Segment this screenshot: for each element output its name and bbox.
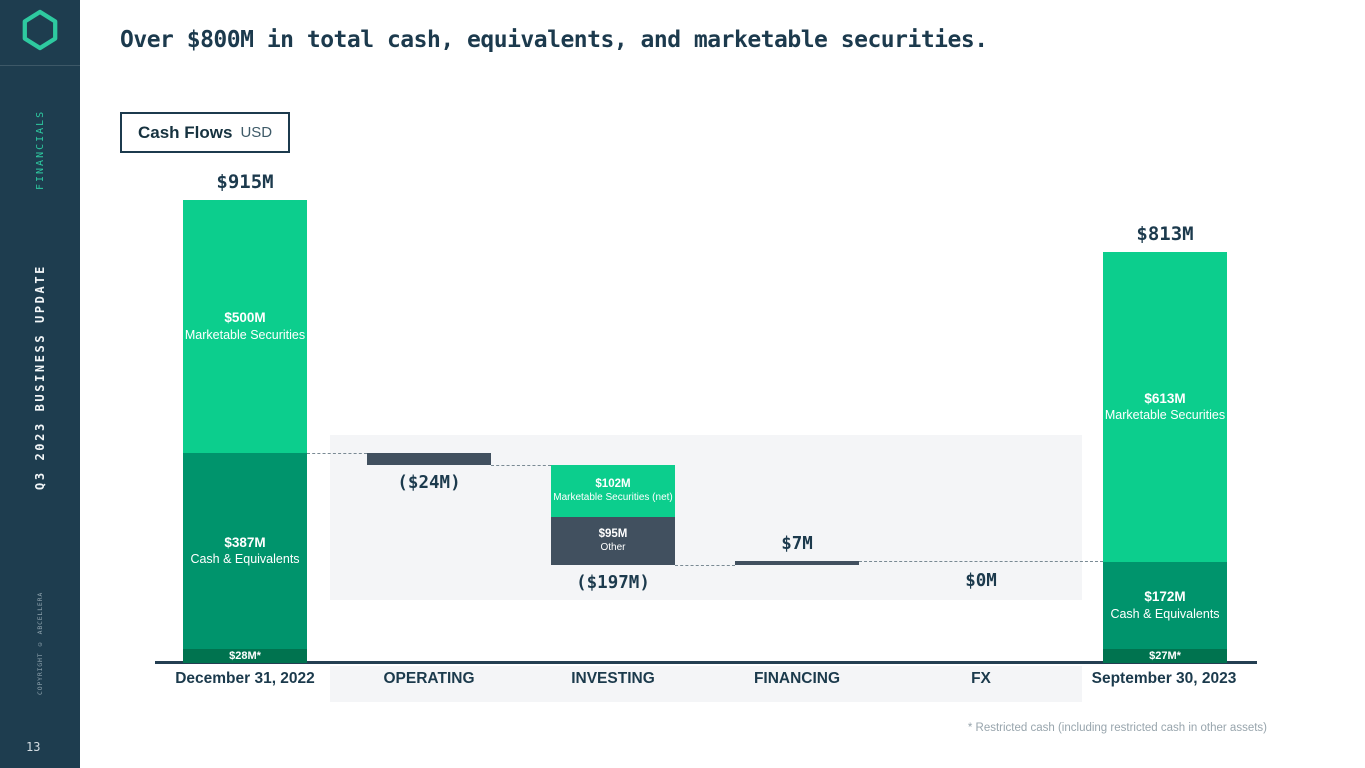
flow-bar-segment: $95M Other [551,517,675,565]
flow-bar-segment [367,453,491,465]
axis-label-investing: INVESTING [571,670,655,687]
segment-name: Marketable Securities (net) [553,492,673,504]
bar-segment: $172M Cash & Equivalents [1103,562,1227,649]
bar-segment-label: $28M* [229,650,261,663]
segment-value: $172M [1144,589,1186,605]
logo-box [0,0,80,66]
segment-name: Cash & Equivalents [190,552,300,567]
flow-connector [675,565,735,566]
x-axis-line [155,661,1257,664]
bar-segment-label: $172M Cash & Equivalents [1110,589,1219,621]
segment-value: $95M [598,528,628,541]
slide-title: Over $800M in total cash, equivalents, a… [120,27,988,53]
bar-segment-label: $613M Marketable Securities [1105,391,1225,423]
axis-label-operating: OPERATING [383,670,475,687]
flow-connector [859,561,1103,562]
flow-value-label: $7M [781,534,813,554]
segment-name: Cash & Equivalents [1110,606,1220,621]
flow-value-label: ($24M) [397,473,461,493]
segment-value: $28M* [229,649,261,662]
segment-value: $613M [1144,390,1186,406]
bar-segment: $613M Marketable Securities [1103,252,1227,562]
legend-title: Cash Flows [138,122,233,142]
bar-segment: $500M Marketable Securities [183,200,307,453]
segment-name: Marketable Securities [184,327,306,342]
hexagon-logo-icon [21,9,59,56]
bar-segment-label: $500M Marketable Securities [185,310,305,342]
segment-value: $27M* [1149,649,1181,662]
flow-connector [307,453,367,454]
bar-segment-label: $387M Cash & Equivalents [190,535,299,567]
bar-segment-label: $95M Other [599,528,628,554]
axis-label-fx: FX [971,670,991,687]
flow-bar-segment [735,561,859,565]
bar-segment-label: $102M Marketable Securities (net) [553,478,673,504]
axis-label-dec-31-2022: December 31, 2022 [175,670,315,687]
bar-segment: $28M* [183,649,307,663]
flow-value-label: ($197M) [576,573,650,593]
segment-value: $102M [595,478,631,491]
flow-value-label: $0M [965,571,997,591]
legend-unit: USD [240,124,273,141]
bar-total-label: $915M [216,171,274,193]
segment-name: Other [600,542,626,554]
footnote: * Restricted cash (including restricted … [967,722,1267,734]
bar-total-label: $813M [1136,223,1194,245]
flow-bar-segment: $102M Marketable Securities (net) [551,465,675,517]
axis-label-sep-30-2023: September 30, 2023 [1091,670,1237,687]
segment-value: $500M [224,310,266,326]
page-number: 13 [26,740,41,754]
flow-connector [491,465,551,466]
bar-segment-label: $27M* [1149,650,1181,663]
chart-legend-box: Cash Flows USD [120,112,291,153]
bar-segment: $27M* [1103,649,1227,663]
bar-segment: $387M Cash & Equivalents [183,453,307,649]
segment-name: Marketable Securities [1104,408,1226,423]
segment-value: $387M [224,534,266,550]
axis-background-band [330,666,1082,702]
sidebar: FINANCIALS Q3 2023 BUSINESS UPDATE COPYR… [0,0,80,768]
axis-label-financing: FINANCING [753,670,841,687]
